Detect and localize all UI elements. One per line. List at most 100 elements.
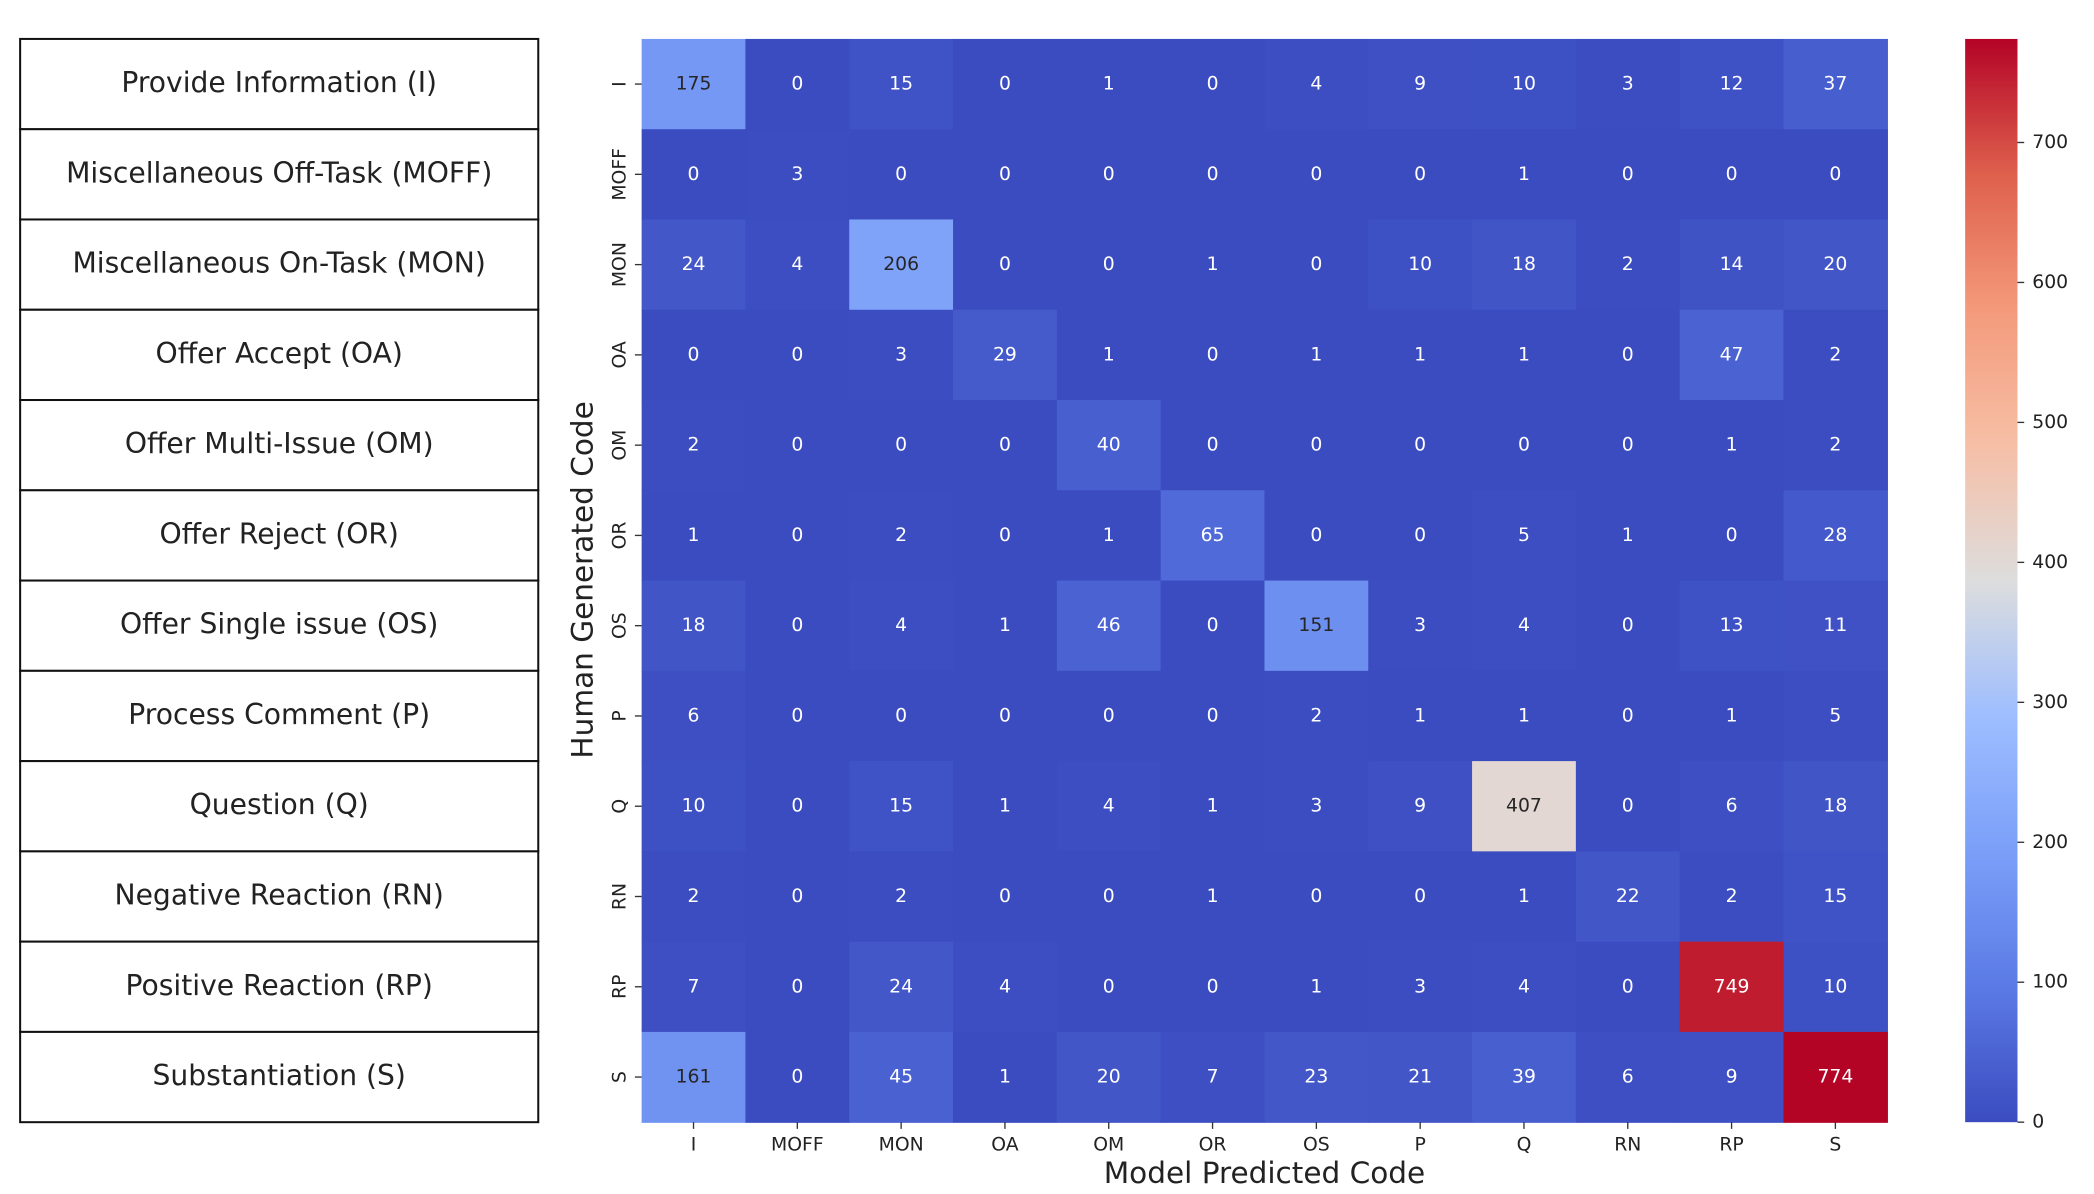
cell-label: 1	[1518, 886, 1530, 907]
x-tick-label: I	[691, 1134, 697, 1155]
heat-cell	[1264, 941, 1369, 1033]
heat-cell	[641, 1031, 747, 1123]
cell-label: 4	[1518, 976, 1530, 997]
cell-label: 6	[688, 705, 700, 726]
cell-label: 46	[1097, 615, 1121, 636]
heat-cell	[745, 38, 850, 130]
heat-cell	[1160, 851, 1266, 943]
heat-cell	[1575, 851, 1681, 943]
cell-label: 6	[1726, 796, 1738, 817]
cell-label: 18	[1512, 254, 1536, 275]
cell-label: 0	[1207, 976, 1219, 997]
heat-cell	[953, 309, 1058, 401]
cell-label: 4	[791, 254, 803, 275]
cell-label: 7	[688, 976, 700, 997]
table-text: Negative Reaction (RN)	[115, 879, 444, 912]
cell-label: 37	[1823, 74, 1847, 95]
heat-cell	[849, 1031, 954, 1123]
table-cell	[19, 128, 540, 221]
heat-cell	[745, 490, 850, 582]
cell-label: 4	[1518, 615, 1530, 636]
cell-label: 7	[1207, 1067, 1219, 1088]
cell-label: 1	[999, 796, 1011, 817]
heat-cell	[1575, 400, 1681, 491]
cell-label: 4	[895, 615, 907, 636]
table-cell	[19, 1030, 540, 1124]
y-tick-label: MOFF	[610, 148, 631, 201]
heat-cell	[641, 219, 747, 311]
heat-cell	[1472, 851, 1577, 943]
cell-label: 1	[1518, 344, 1530, 365]
heat-cell	[1472, 941, 1577, 1033]
heat-cell	[641, 761, 747, 853]
cell-label: 0	[1207, 344, 1219, 365]
heat-cell	[1679, 490, 1785, 582]
heat-cell	[953, 941, 1058, 1033]
cell-label: 0	[1622, 976, 1634, 997]
colorbar-tick-label: 500	[2032, 412, 2068, 433]
cell-label: 1	[1310, 344, 1322, 365]
table-cell	[19, 940, 540, 1033]
cell-label: 1	[1518, 705, 1530, 726]
cell-label: 1	[1103, 74, 1115, 95]
cell-label: 4	[1310, 74, 1322, 95]
heat-cell	[1472, 38, 1577, 130]
heat-cell	[1056, 1031, 1162, 1123]
y-tick-label: MON	[610, 242, 631, 287]
cell-label: 29	[993, 344, 1017, 365]
heat-cell	[849, 219, 954, 311]
cell-label: 0	[1622, 344, 1634, 365]
heat-cell	[1056, 941, 1162, 1033]
cell-label: 2	[895, 525, 907, 546]
cell-label: 22	[1616, 886, 1640, 907]
heat-cell	[1472, 670, 1577, 762]
x-tick-label: MON	[879, 1134, 924, 1155]
x-tick-label: OM	[1093, 1134, 1124, 1155]
cell-label: 0	[1414, 525, 1426, 546]
heat-cell	[1368, 761, 1473, 853]
cell-label: 774	[1817, 1067, 1853, 1088]
cell-label: 1	[1207, 254, 1219, 275]
heat-cell	[1160, 1031, 1266, 1123]
cell-label: 10	[1408, 254, 1432, 275]
heat-cell	[1783, 490, 1888, 582]
cell-label: 161	[676, 1067, 712, 1088]
heat-cell	[1264, 761, 1369, 853]
table-cell	[19, 850, 540, 943]
cell-label: 1	[999, 615, 1011, 636]
heat-cell	[953, 219, 1058, 311]
cell-label: 0	[791, 1067, 803, 1088]
table-cell	[19, 399, 540, 492]
heat-cell	[1783, 38, 1888, 130]
heat-cell	[1368, 400, 1473, 491]
cell-label: 0	[791, 435, 803, 456]
heat-cell	[1472, 580, 1577, 672]
heat-cell	[1679, 38, 1785, 130]
cell-label: 3	[1414, 976, 1426, 997]
heat-cell	[1368, 129, 1473, 221]
cell-label: 0	[791, 976, 803, 997]
cell-label: 0	[688, 164, 700, 185]
cell-label: 24	[682, 254, 706, 275]
cell-label: 28	[1823, 525, 1847, 546]
cell-label: 0	[791, 344, 803, 365]
heat-cell	[953, 490, 1058, 582]
cell-label: 0	[1414, 886, 1426, 907]
y-axis-label: Human Generated Code	[565, 401, 599, 758]
heat-cell	[1472, 400, 1577, 491]
heat-cell	[641, 941, 747, 1033]
heat-cell	[1368, 1031, 1473, 1123]
heat-cell	[1783, 129, 1888, 221]
table-text: Positive Reaction (RP)	[125, 969, 432, 1002]
cell-label: 12	[1720, 74, 1744, 95]
heat-cell	[1264, 38, 1369, 130]
cell-label: 0	[1310, 164, 1322, 185]
x-tick-label: MOFF	[771, 1134, 824, 1155]
heat-cell	[1575, 38, 1681, 130]
x-tick-label: RN	[1614, 1134, 1641, 1155]
cell-label: 0	[1207, 74, 1219, 95]
x-tick-label: OA	[991, 1134, 1018, 1155]
cell-label: 2	[1829, 435, 1841, 456]
heat-cell	[745, 941, 850, 1033]
heat-cell	[745, 129, 850, 221]
